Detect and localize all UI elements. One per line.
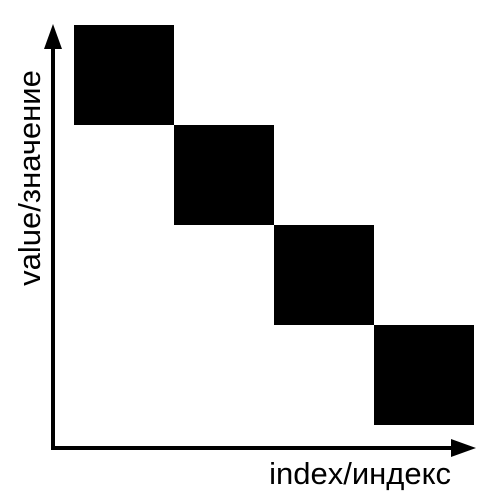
y-axis-label: value/значение	[12, 70, 47, 286]
x-axis-arrow-icon	[451, 439, 476, 457]
x-axis-label: index/индекс	[269, 456, 451, 491]
heatmap-cell-2	[174, 125, 274, 225]
heatmap-cell-3	[274, 225, 374, 325]
heatmap-cell-4	[374, 325, 474, 425]
heatmap-cell-1	[74, 25, 174, 125]
y-axis-arrow-icon	[44, 24, 62, 49]
heatmap-cells	[74, 25, 474, 425]
